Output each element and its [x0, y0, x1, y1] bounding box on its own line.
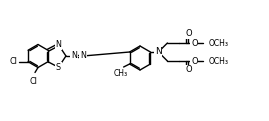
Text: N: N	[71, 52, 77, 60]
Text: S: S	[56, 63, 61, 72]
Text: OCH₃: OCH₃	[208, 38, 228, 48]
Text: Cl: Cl	[29, 77, 37, 87]
Text: CH₃: CH₃	[114, 68, 128, 77]
Text: N: N	[55, 40, 61, 49]
Text: O: O	[191, 38, 198, 48]
Text: N: N	[80, 52, 86, 60]
Text: OCH₃: OCH₃	[208, 57, 228, 65]
Text: Cl: Cl	[9, 57, 17, 66]
Text: O: O	[191, 57, 198, 65]
Text: O: O	[185, 30, 192, 38]
Text: N: N	[155, 48, 162, 57]
Text: O: O	[185, 65, 192, 75]
